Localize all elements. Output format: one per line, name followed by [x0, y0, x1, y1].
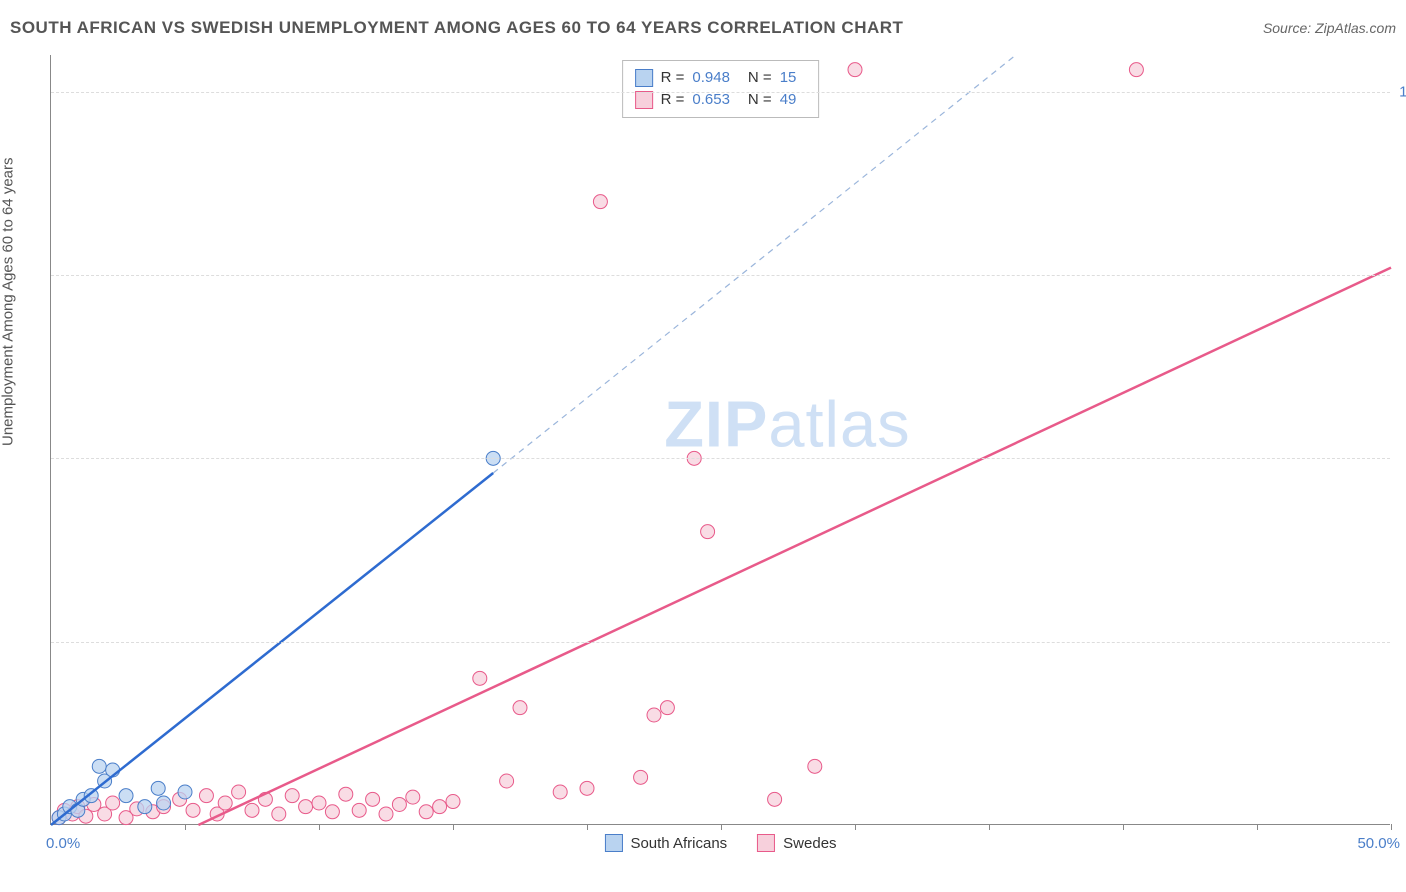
legend-swatch-sw — [635, 91, 653, 109]
legend-label-sw: Swedes — [783, 835, 836, 852]
data-point — [392, 797, 406, 811]
data-point — [660, 701, 674, 715]
legend-item-sw: Swedes — [757, 834, 836, 852]
x-tick — [453, 824, 454, 830]
n-label-sa: N = — [748, 67, 772, 89]
data-point — [157, 796, 171, 810]
data-point — [647, 708, 661, 722]
chart-svg — [51, 55, 1390, 824]
data-point — [768, 792, 782, 806]
trend-line — [51, 473, 493, 825]
gridline — [51, 92, 1390, 93]
data-point — [500, 774, 514, 788]
x-tick — [185, 824, 186, 830]
data-point — [1129, 63, 1143, 77]
data-point — [325, 805, 339, 819]
x-tick — [1123, 824, 1124, 830]
data-point — [151, 781, 165, 795]
data-point — [199, 789, 213, 803]
gridline — [51, 458, 1390, 459]
data-point — [352, 803, 366, 817]
x-axis-min-label: 0.0% — [46, 835, 80, 852]
r-value-sa: 0.948 — [692, 67, 730, 89]
data-point — [178, 785, 192, 799]
plot-area: ZIPatlas R = 0.948 N = 15 R = 0.653 N = … — [50, 55, 1390, 825]
data-point — [701, 525, 715, 539]
x-tick — [855, 824, 856, 830]
data-point — [419, 805, 433, 819]
legend-label-sa: South Africans — [630, 835, 727, 852]
data-point — [272, 807, 286, 821]
data-point — [339, 787, 353, 801]
x-tick — [319, 824, 320, 830]
legend-swatch-bottom-sa — [604, 834, 622, 852]
data-point — [366, 792, 380, 806]
gridline — [51, 642, 1390, 643]
y-axis-label: Unemployment Among Ages 60 to 64 years — [0, 157, 17, 446]
gridline — [51, 275, 1390, 276]
legend-swatch-bottom-sw — [757, 834, 775, 852]
chart-title: SOUTH AFRICAN VS SWEDISH UNEMPLOYMENT AM… — [10, 18, 903, 38]
data-point — [119, 789, 133, 803]
x-tick — [721, 824, 722, 830]
data-point — [580, 781, 594, 795]
x-tick — [1391, 824, 1392, 830]
x-axis-max-label: 50.0% — [1357, 835, 1400, 852]
legend-stats-row-sa: R = 0.948 N = 15 — [635, 67, 807, 89]
data-point — [186, 803, 200, 817]
data-point — [218, 796, 232, 810]
legend-series: South Africans Swedes — [604, 834, 836, 852]
data-point — [312, 796, 326, 810]
data-point — [593, 195, 607, 209]
data-point — [433, 800, 447, 814]
data-point — [808, 759, 822, 773]
data-point — [513, 701, 527, 715]
data-point — [634, 770, 648, 784]
x-tick — [1257, 824, 1258, 830]
x-tick — [989, 824, 990, 830]
legend-stats: R = 0.948 N = 15 R = 0.653 N = 49 — [622, 60, 820, 118]
chart-source: Source: ZipAtlas.com — [1263, 20, 1396, 36]
data-point — [406, 790, 420, 804]
legend-item-sa: South Africans — [604, 834, 727, 852]
data-point — [299, 800, 313, 814]
data-point — [285, 789, 299, 803]
data-point — [245, 803, 259, 817]
r-label-sa: R = — [661, 67, 685, 89]
x-tick — [587, 824, 588, 830]
data-point — [379, 807, 393, 821]
data-point — [848, 63, 862, 77]
chart-header: SOUTH AFRICAN VS SWEDISH UNEMPLOYMENT AM… — [10, 18, 1396, 38]
trend-line — [198, 268, 1391, 825]
data-point — [473, 671, 487, 685]
data-point — [138, 800, 152, 814]
y-tick-label: 100.0% — [1399, 83, 1406, 100]
data-point — [92, 759, 106, 773]
data-point — [232, 785, 246, 799]
data-point — [446, 795, 460, 809]
n-value-sa: 15 — [780, 67, 797, 89]
legend-swatch-sa — [635, 69, 653, 87]
data-point — [553, 785, 567, 799]
data-point — [106, 796, 120, 810]
